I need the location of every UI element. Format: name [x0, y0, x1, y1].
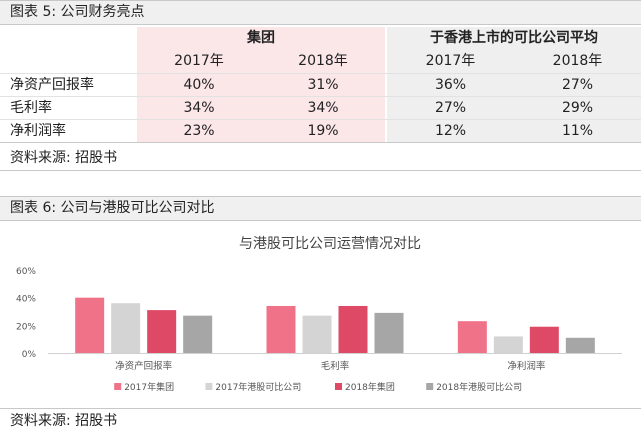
- header-group-peers: 于香港上市的可比公司平均: [430, 30, 598, 46]
- bar: [529, 326, 559, 353]
- bar: [147, 310, 177, 353]
- header-year: 2018年: [298, 53, 348, 69]
- row-label-net-margin: 净利润率: [10, 123, 66, 139]
- y-tick-label: 20%: [16, 322, 36, 332]
- header-year: 2017年: [425, 53, 476, 69]
- bar: [565, 337, 595, 353]
- row-divider: [0, 96, 641, 97]
- table-cell: 23%: [183, 123, 215, 139]
- divider: [0, 408, 641, 409]
- table-cell: 40%: [183, 77, 215, 93]
- x-category-label: 净资产回报率: [115, 360, 173, 372]
- legend-swatch: [205, 383, 213, 390]
- x-category-label: 毛利率: [321, 360, 350, 372]
- table-cell: 27%: [434, 100, 467, 116]
- bar: [457, 321, 487, 353]
- figure-caption-5: 图表 5: 公司财务亮点: [0, 0, 641, 25]
- legend-swatch: [114, 383, 122, 390]
- legend-swatch: [335, 383, 342, 390]
- bar: [75, 297, 105, 353]
- bar: [374, 312, 404, 353]
- table-cell: 34%: [307, 100, 339, 116]
- table-cell: 34%: [183, 100, 215, 116]
- header-year: 2018年: [552, 53, 603, 69]
- chart-title: 与港股可比公司运营情况对比: [239, 236, 421, 252]
- group-bg-company: [137, 27, 385, 143]
- row-divider: [0, 142, 641, 143]
- table-cell: 19%: [307, 123, 339, 139]
- bar: [302, 315, 332, 353]
- legend-label: 2017年港股可比公司: [215, 381, 301, 393]
- legend-label: 2018年集团: [345, 381, 395, 393]
- source-note-1: 资料来源: 招股书: [10, 150, 118, 166]
- bar: [111, 303, 141, 353]
- header-group-company: 集团: [247, 30, 275, 46]
- table-cell: 27%: [561, 77, 594, 93]
- bar: [183, 315, 213, 353]
- row-label-roe: 净资产回报率: [10, 77, 94, 93]
- table-cell: 31%: [307, 77, 339, 93]
- y-tick-label: 60%: [16, 267, 36, 277]
- bar: [493, 336, 523, 353]
- group-bg-peers: [387, 27, 641, 143]
- table-cell: 36%: [434, 77, 467, 93]
- y-tick-label: 0%: [22, 350, 37, 360]
- table-cell: 29%: [561, 100, 594, 116]
- financial-highlights-table: 集团 于香港上市的可比公司平均 2017年 2018年 2017年 2018年 …: [0, 27, 641, 143]
- row-divider: [0, 73, 641, 74]
- source-note-2: 资料来源: 招股书: [10, 413, 118, 429]
- legend-swatch: [426, 383, 434, 390]
- table-cell: 12%: [434, 123, 467, 139]
- row-label-gross-margin: 毛利率: [10, 100, 52, 116]
- x-category-label: 净利润率: [507, 360, 546, 372]
- bar-chart: 与港股可比公司运营情况对比 0% 20% 40% 60% 净资产回报率 毛利率 净利润率 201…: [16, 236, 622, 393]
- row-divider: [0, 119, 641, 120]
- bar: [266, 305, 296, 353]
- y-tick-label: 40%: [16, 295, 36, 305]
- figure-caption-6: 图表 6: 公司与港股可比公司对比: [0, 196, 641, 221]
- divider: [0, 170, 641, 171]
- bar: [338, 305, 368, 353]
- comparison-chart: 与港股可比公司运营情况对比 0% 20% 40% 60% 净资产回报率 毛利率 净利润率 201…: [0, 222, 641, 407]
- legend-label: 2018年港股可比公司: [436, 381, 522, 393]
- header-year: 2017年: [174, 53, 224, 69]
- legend-label: 2017年集团: [124, 381, 174, 393]
- table-cell: 11%: [561, 123, 594, 139]
